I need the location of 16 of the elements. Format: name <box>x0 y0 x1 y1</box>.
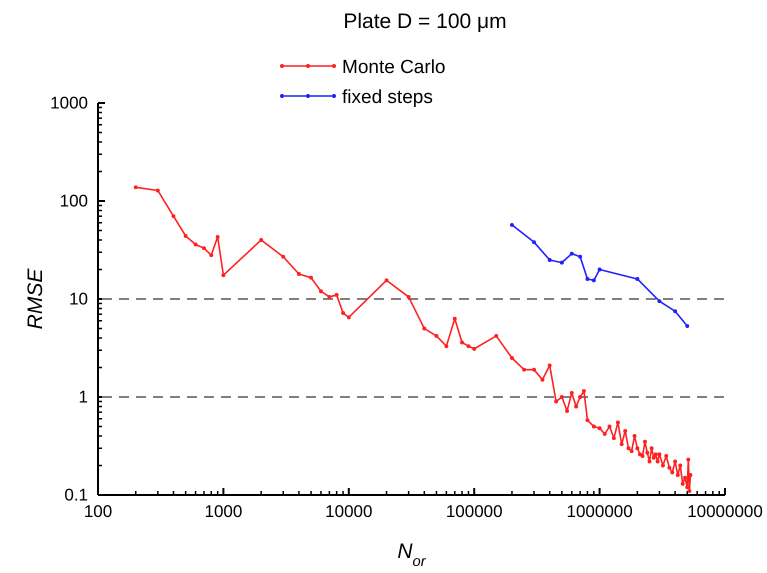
y-tick-label: 1 <box>78 387 88 406</box>
x-tick-label: 1000 <box>204 502 242 522</box>
y-tick-label: 1000 <box>50 93 88 112</box>
x-tick-label: 100000 <box>446 502 503 522</box>
x-tick-label: 100 <box>84 502 112 522</box>
y-axis-title: RMSE <box>24 268 47 330</box>
x-axis-title: N$_{or}$ <box>397 540 427 570</box>
x-tick-label: 1000000 <box>566 502 633 522</box>
y-tick-label: 100 <box>60 191 88 210</box>
x-tick-label: 10000 <box>325 502 372 522</box>
y-tick-label: 0.1 <box>64 485 88 504</box>
chart-title: Plate D = 100 μm <box>343 10 507 33</box>
legend-label: fixed steps <box>342 87 433 108</box>
legend-label: Monte Carlo <box>342 57 446 78</box>
y-tick-label: 10 <box>69 289 88 308</box>
x-tick-label: 10000000 <box>687 502 763 522</box>
